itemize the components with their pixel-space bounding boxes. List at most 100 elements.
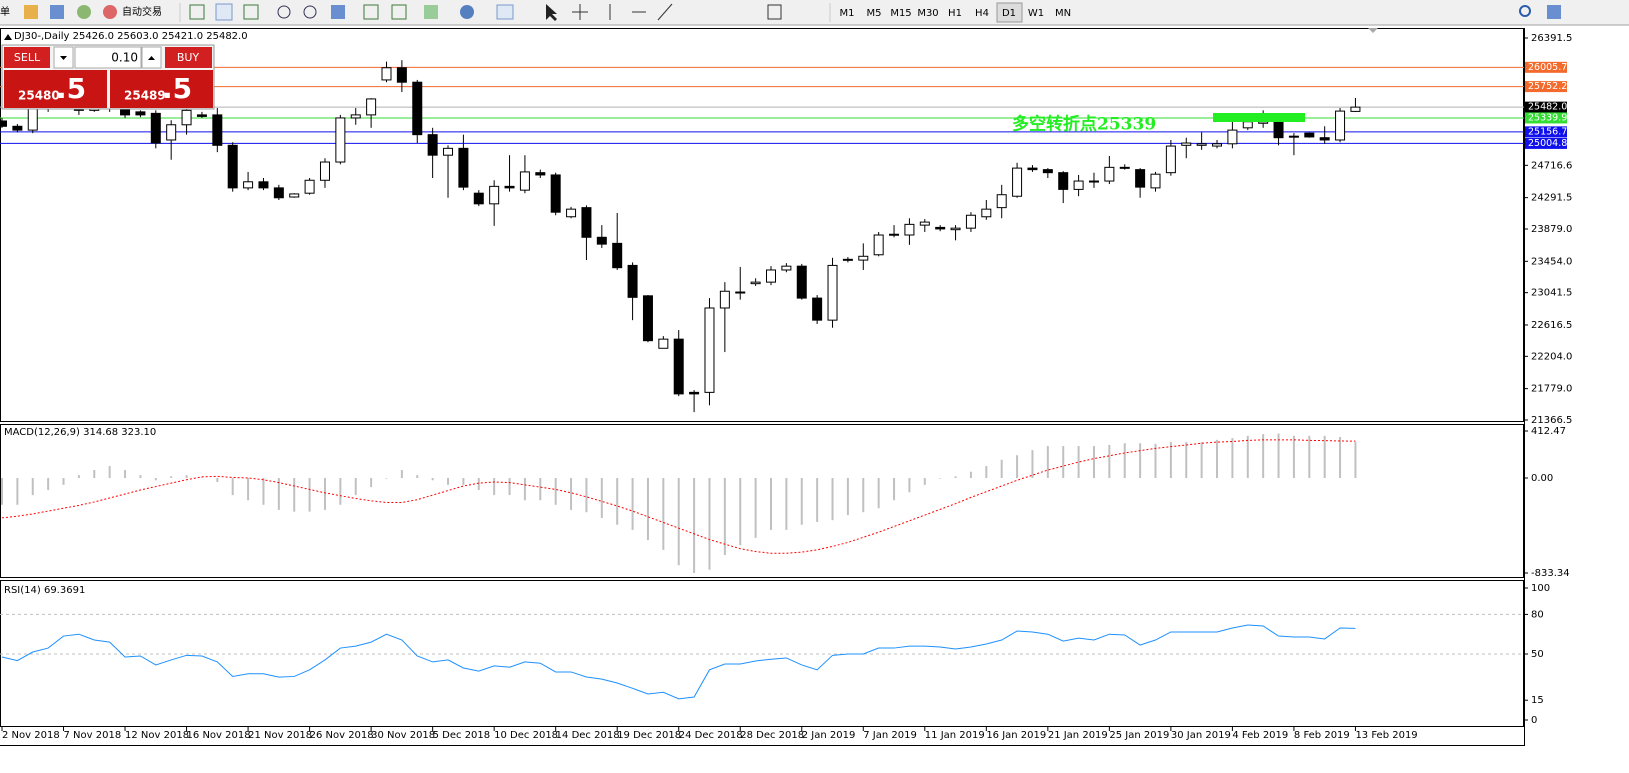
timeframe-button[interactable]: MN [1055, 8, 1071, 19]
timeframes: M1 M5 M15 M30 H1 H4 D1 W1 MN [840, 2, 1071, 23]
crosshair-icon[interactable] [572, 4, 588, 20]
candle-body [812, 297, 823, 321]
price-label: 26005.7 [1528, 62, 1567, 73]
y-tick-label: 21779.0 [1531, 384, 1572, 395]
timeframe-button[interactable]: D1 [1002, 8, 1016, 19]
candle-body [581, 207, 592, 238]
lot-value[interactable]: 0.10 [111, 51, 138, 65]
buy-button[interactable] [165, 47, 212, 68]
timeframe-button[interactable]: M15 [890, 8, 911, 19]
icon[interactable] [1547, 5, 1561, 19]
sell-label[interactable]: SELL [14, 51, 41, 64]
x-tick-label: 11 Jan 2019 [925, 730, 985, 741]
buy-price-box[interactable] [110, 70, 213, 108]
x-tick-label: 28 Dec 2018 [740, 730, 804, 741]
x-tick-label: 26 Nov 2018 [310, 730, 374, 741]
lot-input[interactable] [74, 46, 142, 69]
candle-body [1150, 173, 1161, 189]
x-tick-label: 25 Jan 2019 [1109, 730, 1169, 741]
candle-body [504, 185, 515, 189]
candle-body [350, 114, 361, 119]
candle-body [27, 107, 38, 131]
y-tick-label: 0.00 [1531, 473, 1553, 484]
icon[interactable] [215, 3, 233, 21]
price-label: 25752.2 [1528, 81, 1567, 92]
sell-button[interactable] [4, 47, 50, 68]
zone-box [1213, 113, 1305, 122]
icon[interactable] [103, 5, 117, 19]
candle-body [212, 114, 223, 146]
timeframe-button[interactable]: M1 [840, 8, 855, 19]
candle-body [719, 290, 730, 309]
search-icon[interactable] [1519, 5, 1531, 17]
x-tick-label: 30 Nov 2018 [371, 730, 435, 741]
icon[interactable] [460, 5, 474, 19]
candle-body [196, 114, 207, 117]
ask-fraction[interactable]: .5 [162, 72, 192, 105]
x-tick-label: 24 Dec 2018 [679, 730, 743, 741]
candle-body [396, 67, 407, 83]
candle-body [166, 124, 177, 141]
timeframe-button[interactable]: M30 [917, 8, 938, 19]
order-button-label[interactable]: 单 [0, 6, 10, 18]
candle-body [642, 295, 653, 342]
candle-body [1088, 180, 1099, 183]
timeframe-button[interactable]: H1 [948, 8, 962, 19]
icon[interactable] [496, 4, 514, 20]
candle-body [519, 171, 530, 191]
icon[interactable] [767, 4, 782, 20]
cursor-icon[interactable] [546, 4, 557, 21]
candle-body [566, 208, 577, 218]
y-tick-label: 0 [1531, 715, 1537, 726]
candle-body [735, 291, 746, 294]
icon[interactable] [50, 5, 64, 19]
candle-body [381, 67, 392, 81]
y-tick-label: 24291.5 [1531, 193, 1572, 204]
icon[interactable] [391, 4, 407, 20]
price-label-bg [1525, 126, 1567, 138]
buy-label[interactable]: BUY [177, 51, 200, 64]
bid-price[interactable]: 25480 [18, 89, 60, 103]
price-label: 25156.7 [1528, 126, 1567, 137]
sell-price-box[interactable] [4, 70, 107, 108]
icon[interactable] [189, 4, 205, 20]
candle-body [889, 233, 900, 236]
rsi-label: RSI(14) 69.3691 [4, 585, 85, 596]
auto-trading-button[interactable]: 自动交易 [122, 5, 162, 18]
icon[interactable] [277, 5, 291, 19]
candle-body [550, 174, 561, 213]
icon[interactable] [363, 4, 379, 20]
candle-body [335, 117, 346, 163]
candle-body [473, 192, 484, 205]
ask-price[interactable]: 25489 [124, 89, 166, 103]
y-tick-label: 26391.5 [1531, 33, 1572, 44]
icon[interactable] [331, 5, 345, 19]
line-icons[interactable] [609, 3, 673, 21]
x-tick-label: 4 Feb 2019 [1232, 730, 1288, 741]
trade-panel: SELL 0.10 BUY 25480 .5 25489 .5 [1, 44, 215, 110]
candle-body [1304, 132, 1315, 138]
icon[interactable] [424, 5, 438, 19]
candle-body [412, 81, 423, 136]
price-label-bg [1525, 137, 1567, 149]
candle-body [766, 269, 776, 283]
macd-signal [1, 439, 1356, 554]
candle-body [596, 236, 607, 245]
x-tick-label: 21 Jan 2019 [1048, 730, 1108, 741]
icon[interactable] [243, 4, 259, 20]
y-tick-label: 21366.5 [1531, 415, 1572, 426]
candle-body [919, 221, 930, 226]
icon[interactable] [24, 5, 38, 19]
price-label: 25004.8 [1528, 138, 1567, 149]
candle-body [150, 112, 161, 144]
candle-body [1027, 167, 1038, 171]
icon[interactable] [303, 5, 317, 19]
x-tick-label: 16 Jan 2019 [986, 730, 1046, 741]
bid-fraction[interactable]: .5 [56, 72, 86, 105]
timeframe-button[interactable]: H4 [975, 8, 989, 19]
icon[interactable] [77, 5, 91, 19]
timeframe-button[interactable]: W1 [1028, 8, 1044, 19]
timeframe-button[interactable]: M5 [867, 8, 882, 19]
shift-marker [1368, 28, 1378, 33]
